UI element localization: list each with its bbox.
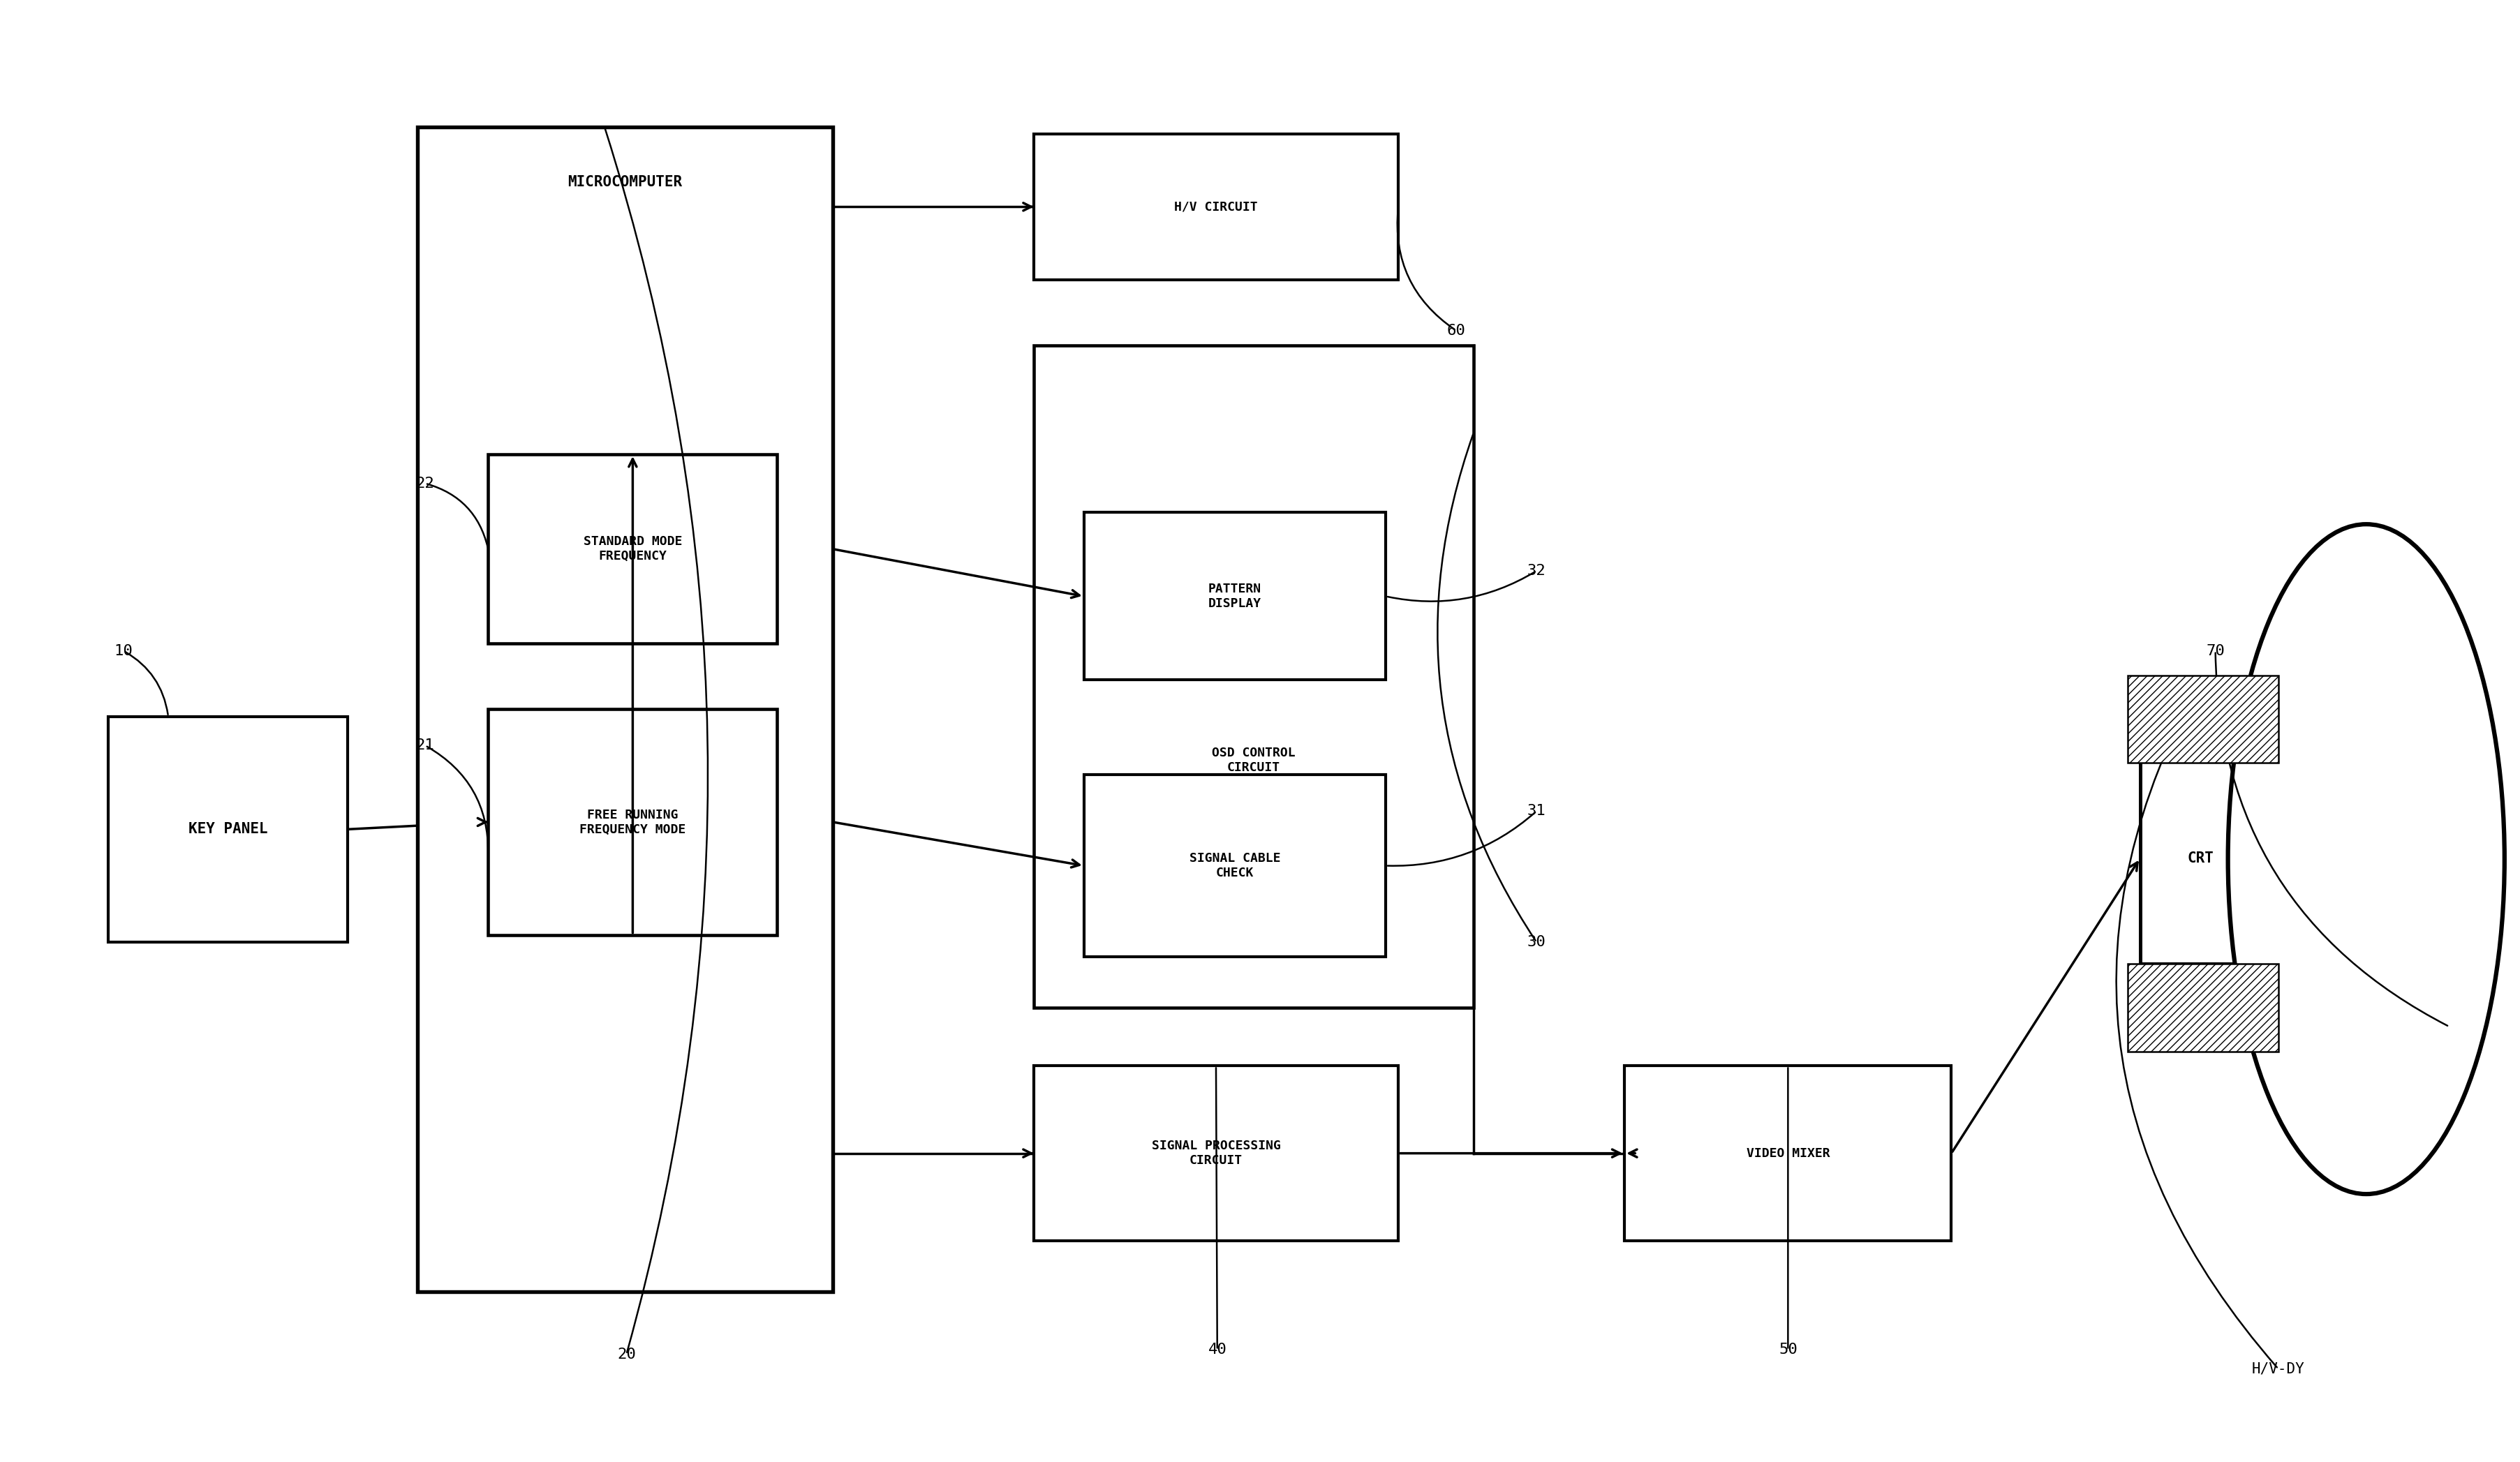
Text: FREE RUNNING
FREQUENCY MODE: FREE RUNNING FREQUENCY MODE [580,808,685,836]
Ellipse shape [2228,525,2505,1194]
Text: 10: 10 [113,643,134,658]
Text: 20: 20 [617,1348,635,1361]
Text: 40: 40 [1207,1344,1227,1357]
Text: STANDARD MODE
FREQUENCY: STANDARD MODE FREQUENCY [582,535,683,563]
Bar [1084,775,1386,956]
Bar [108,716,348,942]
Text: 21: 21 [416,738,433,753]
Bar [489,709,776,934]
Bar [1084,513,1386,680]
Bar [489,455,776,643]
Text: SIGNAL PROCESSING
CIRCUIT: SIGNAL PROCESSING CIRCUIT [1152,1140,1280,1167]
Text: MICROCOMPUTER: MICROCOMPUTER [567,175,683,189]
Text: KEY PANEL: KEY PANEL [189,822,267,836]
Bar [418,127,832,1291]
Text: 31: 31 [1527,804,1545,819]
Text: 60: 60 [1446,323,1467,338]
Text: 70: 70 [2205,643,2225,658]
Bar [2139,753,2260,963]
Text: 32: 32 [1527,564,1545,577]
Bar [1033,345,1474,1007]
Text: CRT: CRT [2187,851,2213,866]
Text: H/V CIRCUIT: H/V CIRCUIT [1174,200,1257,213]
Bar [2127,963,2278,1051]
Text: 50: 50 [1779,1344,1797,1357]
Text: VIDEO MIXER: VIDEO MIXER [1746,1148,1830,1159]
Bar [2127,675,2278,763]
Text: 30: 30 [1527,936,1545,949]
Bar [1033,1066,1399,1241]
Text: 22: 22 [416,477,433,490]
Bar [1625,1066,1950,1241]
Text: PATTERN
DISPLAY: PATTERN DISPLAY [1207,583,1263,610]
Text: SIGNAL CABLE
CHECK: SIGNAL CABLE CHECK [1189,852,1280,879]
Text: H/V-DY: H/V-DY [2253,1361,2306,1376]
Text: OSD CONTROL
CIRCUIT: OSD CONTROL CIRCUIT [1212,747,1295,773]
Bar [1033,135,1399,279]
